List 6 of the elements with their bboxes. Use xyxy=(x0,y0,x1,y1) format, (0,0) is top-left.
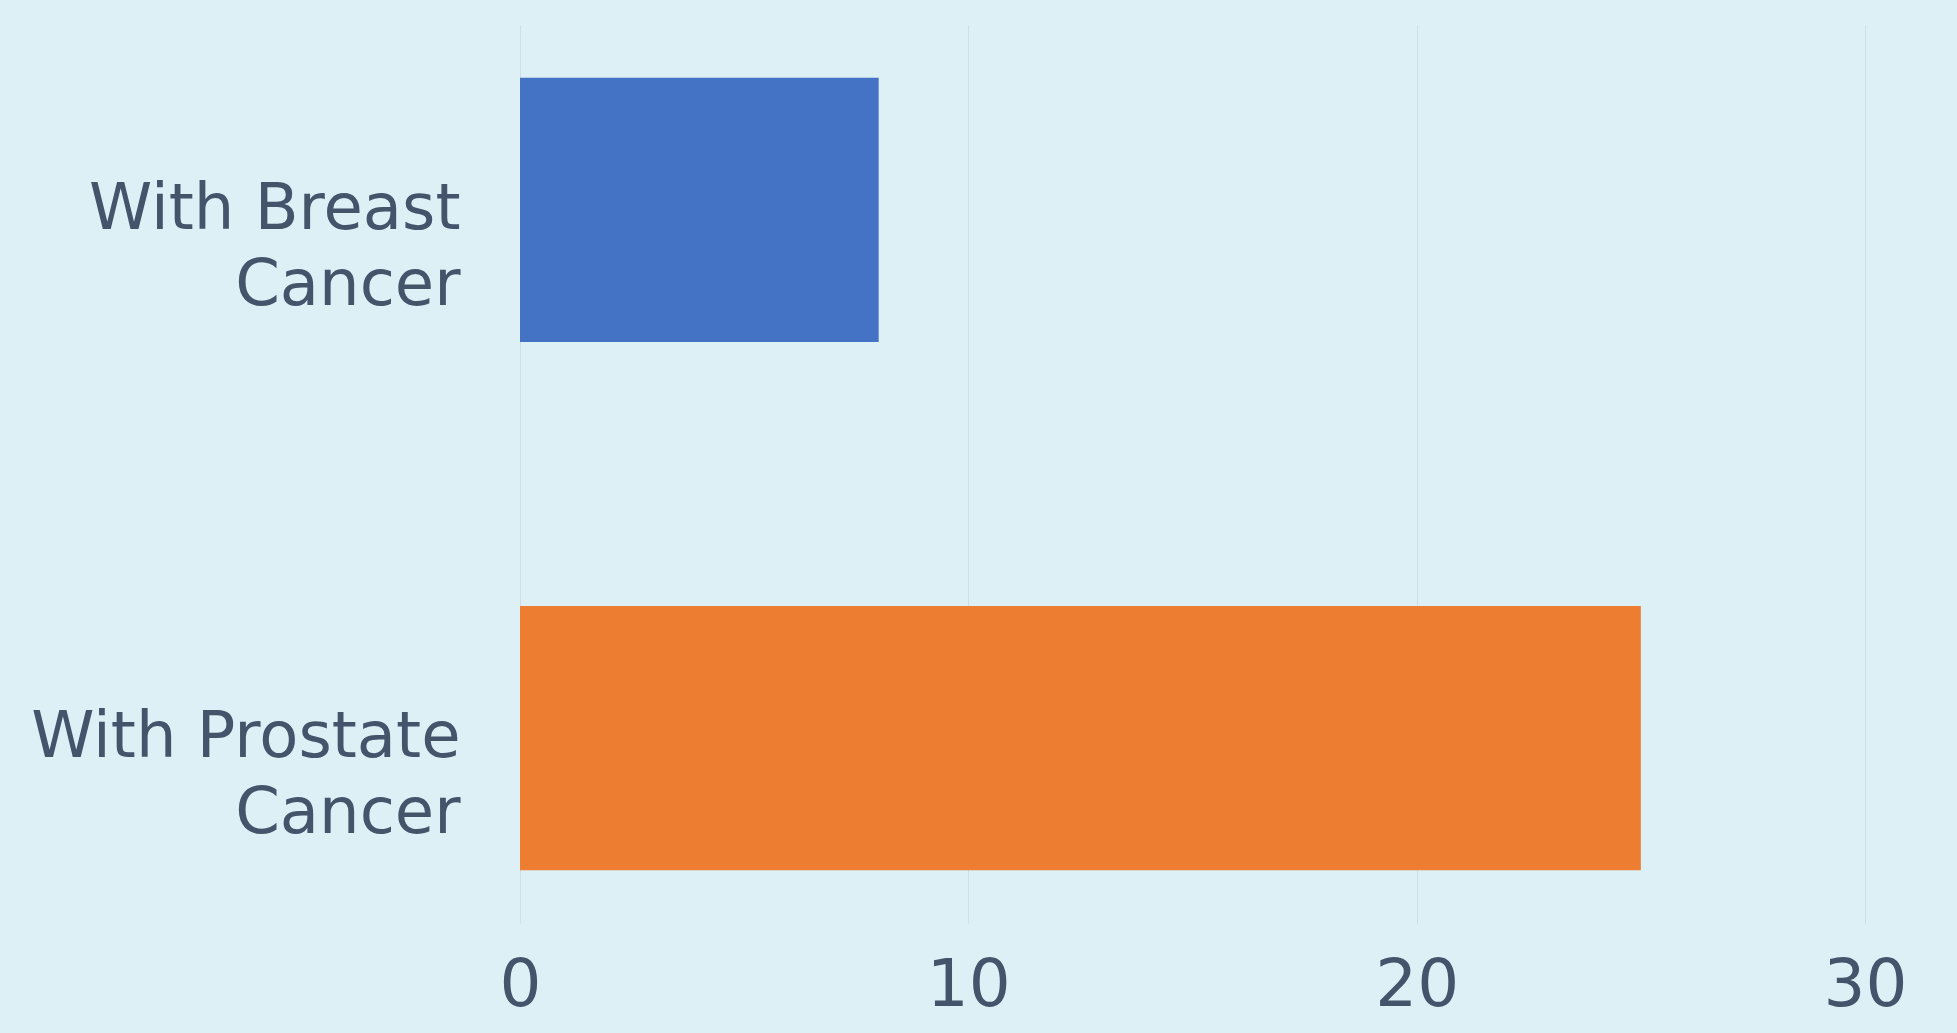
x-tick-label: 20 xyxy=(1375,944,1460,1022)
y-tick-label: With Prostate Cancer xyxy=(31,698,462,849)
y-tick-label: With Breast Cancer xyxy=(89,169,462,320)
x-tick-label: 0 xyxy=(499,944,542,1022)
x-tick-label: 10 xyxy=(926,944,1011,1022)
x-tick-label: 30 xyxy=(1823,944,1908,1022)
